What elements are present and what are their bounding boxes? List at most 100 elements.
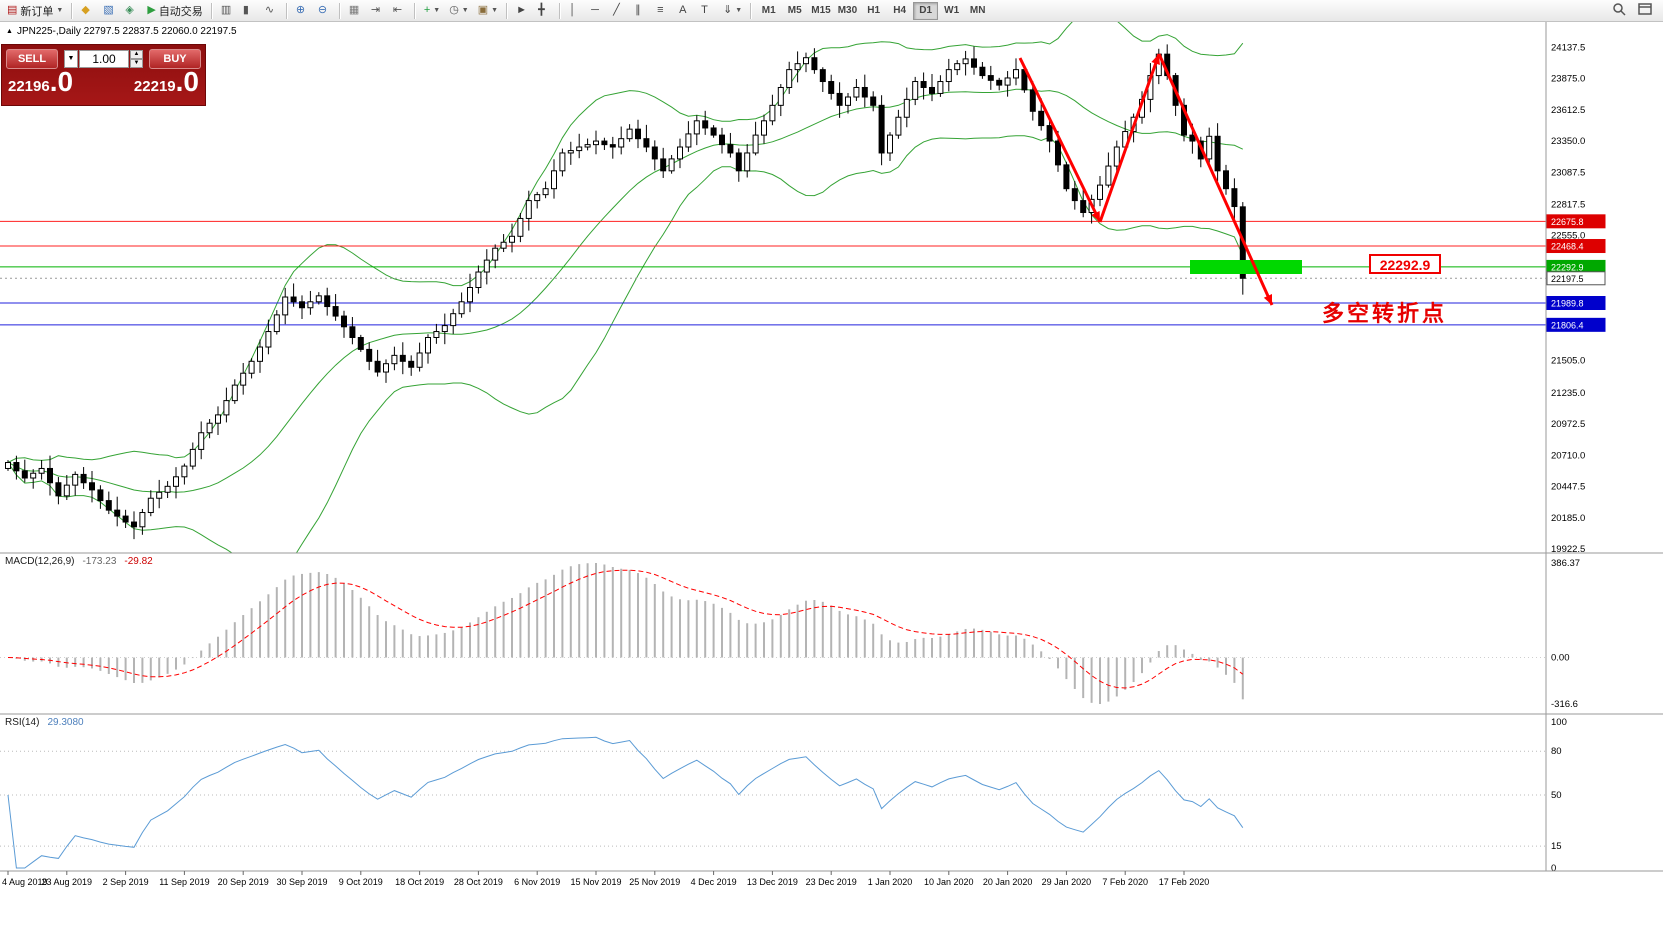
templates-button[interactable]: ▣ ▼ <box>474 1 502 20</box>
vertical-line-button[interactable]: │ <box>565 1 586 20</box>
sell-button[interactable]: SELL <box>6 48 58 69</box>
turning-point-label[interactable]: 多空转折点 <box>1322 301 1448 326</box>
cursor-icon: ► <box>516 4 527 16</box>
price-axis-label: 24137.5 <box>1551 42 1585 53</box>
timeframe-m1[interactable]: M1 <box>756 2 781 20</box>
date-label: 11 Sep 2019 <box>159 877 209 887</box>
crosshair-button[interactable]: ╋ <box>534 1 555 20</box>
charts-button[interactable]: ◆ <box>77 1 98 20</box>
text-label-icon: T <box>701 4 708 16</box>
zoom-in-icon: ⊕ <box>295 4 306 16</box>
timeframe-d1[interactable]: D1 <box>913 1 939 20</box>
text-icon: A <box>679 4 687 16</box>
trend-arrow <box>1018 57 1102 223</box>
timeframe-w1[interactable]: W1 <box>939 2 964 20</box>
timeframe-m5[interactable]: M5 <box>782 2 807 20</box>
new-order-button[interactable]: ▤ 新订单 ▼ <box>3 1 67 20</box>
zoom-in-button[interactable]: ⊕ <box>292 1 313 20</box>
trendline-icon: ╱ <box>613 4 620 16</box>
macd-axis-label: 386.37 <box>1551 558 1580 569</box>
price-callout-box[interactable]: 22292.9 <box>1369 254 1441 274</box>
cursor-button[interactable]: ► <box>512 1 533 20</box>
date-label: 23 Dec 2019 <box>806 877 857 887</box>
indicators-button[interactable]: + ▼ <box>420 1 444 20</box>
channel-button[interactable]: ∥ <box>631 1 652 20</box>
timeframe-m30[interactable]: M30 <box>835 2 860 20</box>
toolbar-separator <box>210 2 213 19</box>
indicators-icon: + <box>423 4 431 16</box>
price-axis-label: 23350.0 <box>1551 136 1585 147</box>
toolbar-separator <box>413 2 416 19</box>
price-tag: 21989.8 <box>1546 296 1606 311</box>
chart-shift-button[interactable]: ⇤ <box>389 1 410 20</box>
price-axis-label: 20185.0 <box>1551 513 1585 524</box>
rsi-axis-label: 100 <box>1551 717 1567 728</box>
horizontal-line-button[interactable]: ─ <box>587 1 608 20</box>
candlestick-chart-icon: ▮ <box>242 4 249 16</box>
templates-icon: ▣ <box>477 4 489 16</box>
timeframe-m15[interactable]: M15 <box>808 2 833 20</box>
zoom-out-button[interactable]: ⊖ <box>314 1 335 20</box>
bollinger-lower-band[interactable] <box>7 135 1244 570</box>
price-tag: 22197.5 <box>1546 271 1606 286</box>
line-chart-button[interactable]: ∿ <box>261 1 282 20</box>
date-label: 29 Jan 2020 <box>1042 877 1092 887</box>
trend-arrows[interactable] <box>1018 53 1274 306</box>
text-label-button[interactable]: T <box>697 1 718 20</box>
svg-text:22675.8: 22675.8 <box>1551 217 1584 227</box>
toolbar-separator <box>559 2 562 19</box>
buy-button[interactable]: BUY <box>149 48 201 69</box>
autotrading-button[interactable]: ▶ 自动交易 <box>143 1 206 20</box>
fibonacci-button[interactable]: ≡ <box>653 1 674 20</box>
highlight-rectangle[interactable] <box>1190 260 1302 274</box>
timeframe-mn[interactable]: MN <box>965 2 990 20</box>
date-label: 9 Oct 2019 <box>339 877 383 887</box>
search-button[interactable] <box>1608 1 1630 20</box>
date-label: 1 Jan 2020 <box>868 877 913 887</box>
volume-input[interactable] <box>79 49 129 68</box>
date-label: 10 Jan 2020 <box>924 877 974 887</box>
trend-arrow <box>1098 53 1161 223</box>
arrow-head-icon <box>1263 294 1272 305</box>
volume-dropdown-button[interactable]: ▼ <box>64 49 78 68</box>
arrows-button[interactable]: ⇓ ▼ <box>719 1 746 20</box>
search-icon <box>1612 2 1626 19</box>
data-window-button[interactable]: ◈ <box>121 1 142 20</box>
svg-text:22197.5: 22197.5 <box>1551 274 1584 284</box>
volume-spinner: ▲ ▼ <box>130 49 143 68</box>
bollinger-upper-band[interactable] <box>7 11 1244 463</box>
date-label: 17 Feb 2020 <box>1159 877 1210 887</box>
bar-chart-button[interactable]: ▥ <box>217 1 238 20</box>
tile-windows-icon: ▦ <box>348 4 360 16</box>
periods-icon: ◷ <box>449 4 459 16</box>
price-tag: 22675.8 <box>1546 214 1606 229</box>
price-axis-label: 22817.5 <box>1551 199 1585 210</box>
data-window-icon: ◈ <box>125 4 134 16</box>
rsi-axis-label: 0 <box>1551 863 1556 874</box>
periods-button[interactable]: ◷ ▼ <box>445 1 473 20</box>
candlestick-chart-button[interactable]: ▮ <box>239 1 260 20</box>
timeframe-h4[interactable]: H4 <box>887 2 912 20</box>
rsi-name: RSI(14) <box>5 717 40 728</box>
main-pane-layer <box>0 11 1546 570</box>
price-axis: 24137.5 23875.0 23612.5 23350.0 23087.5 22817… <box>1551 42 1585 874</box>
volume-increase-button[interactable]: ▲ <box>130 49 143 59</box>
tile-windows-button[interactable]: ▦ <box>345 1 366 20</box>
price-tag: 22292.9 <box>1546 259 1606 274</box>
trendline-button[interactable]: ╱ <box>609 1 630 20</box>
svg-text:22468.4: 22468.4 <box>1551 242 1584 252</box>
profiles-button[interactable]: ▧ <box>99 1 120 20</box>
panels-button[interactable] <box>1634 1 1656 20</box>
text-button[interactable]: A <box>675 1 696 20</box>
price-tag: 22468.4 <box>1546 239 1606 254</box>
timeframe-h1[interactable]: H1 <box>861 2 886 20</box>
rsi-line <box>7 736 1244 869</box>
chart-title-text: JPN225-,Daily 22797.5 22837.5 22060.0 22… <box>16 26 237 37</box>
auto-scroll-button[interactable]: ⇥ <box>367 1 388 20</box>
price-axis-label: 23875.0 <box>1551 74 1585 85</box>
volume-decrease-button[interactable]: ▼ <box>130 58 143 68</box>
rsi-axis-label: 50 <box>1551 790 1562 801</box>
zoom-out-icon: ⊖ <box>317 4 328 16</box>
